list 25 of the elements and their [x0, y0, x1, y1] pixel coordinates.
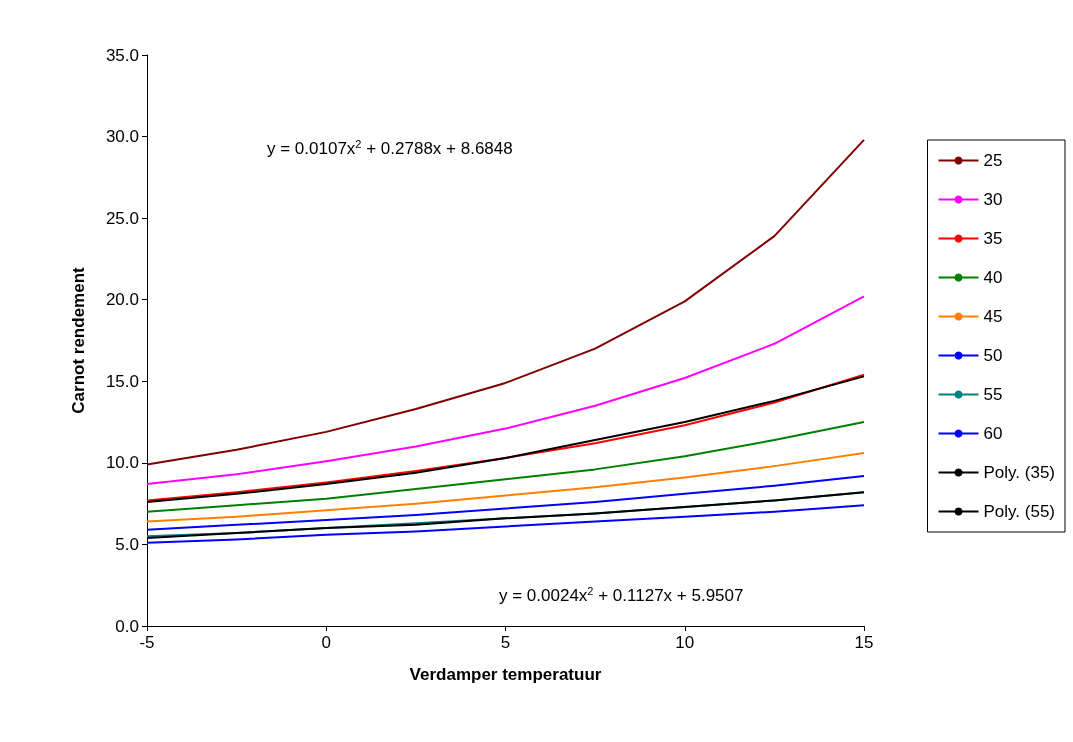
legend-label: 30	[983, 190, 1003, 209]
legend-label: 25	[983, 151, 1003, 170]
y-tick-label: 0.0	[115, 616, 139, 636]
y-tick-label: 15.0	[105, 371, 139, 391]
legend-label: 40	[983, 268, 1003, 287]
y-tick-label: 20.0	[105, 290, 139, 310]
y-tick-label: 30.0	[105, 127, 139, 147]
y-tick-label: 5.0	[115, 534, 139, 554]
x-tick-label: 15	[854, 633, 874, 652]
legend-label: 50	[983, 346, 1003, 365]
legend-label: 35	[983, 229, 1003, 248]
y-tick-label: 35.0	[105, 45, 139, 65]
legend-label: Poly. (55)	[983, 502, 1056, 521]
x-tick-label: -5	[139, 633, 155, 652]
x-tick-label: 5	[500, 633, 511, 652]
x-tick-label: 10	[675, 633, 695, 652]
x-tick-label: 0	[321, 633, 331, 652]
legend-label: 45	[983, 307, 1003, 326]
legend-label: Poly. (35)	[983, 463, 1056, 482]
y-tick-label: 25.0	[105, 208, 139, 228]
legend-label: 60	[983, 424, 1003, 443]
x-axis-title: Verdamper temperatuur	[409, 665, 602, 684]
y-tick-label: 10.0	[105, 453, 139, 473]
legend-label: 55	[983, 385, 1003, 404]
y-axis-title: Carnot rendement	[69, 266, 88, 414]
